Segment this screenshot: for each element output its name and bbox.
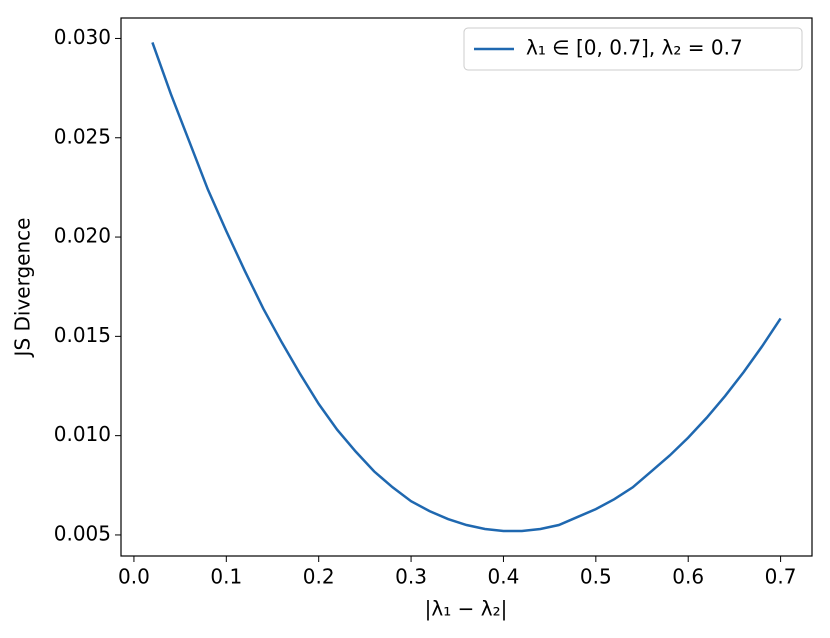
line-series	[151, 42, 782, 533]
y-tick-label: 0.015	[54, 323, 111, 347]
legend-label: λ₁ ∈ [0, 0.7], λ₂ = 0.7	[526, 36, 743, 60]
x-tick-label: 0.6	[672, 565, 704, 589]
x-tick-label: 0.7	[765, 565, 797, 589]
y-tick-label: 0.025	[54, 124, 111, 148]
y-tick-label: 0.020	[54, 224, 111, 248]
x-tick-label: 0.0	[118, 565, 150, 589]
x-tick-label: 0.1	[210, 565, 242, 589]
legend-box	[463, 27, 803, 71]
y-tick-label: 0.030	[54, 25, 111, 49]
y-axis-label: JS Divergence	[11, 218, 35, 359]
x-tick-label: 0.4	[488, 565, 520, 589]
y-tick-label: 0.005	[54, 521, 111, 545]
y-tick-label: 0.010	[54, 422, 111, 446]
plot-frame	[120, 17, 813, 557]
x-axis-label: |λ₁ − λ₂|	[425, 597, 508, 621]
x-tick-label: 0.2	[303, 565, 335, 589]
x-tick-label: 0.3	[395, 565, 427, 589]
x-tick-label: 0.5	[580, 565, 612, 589]
